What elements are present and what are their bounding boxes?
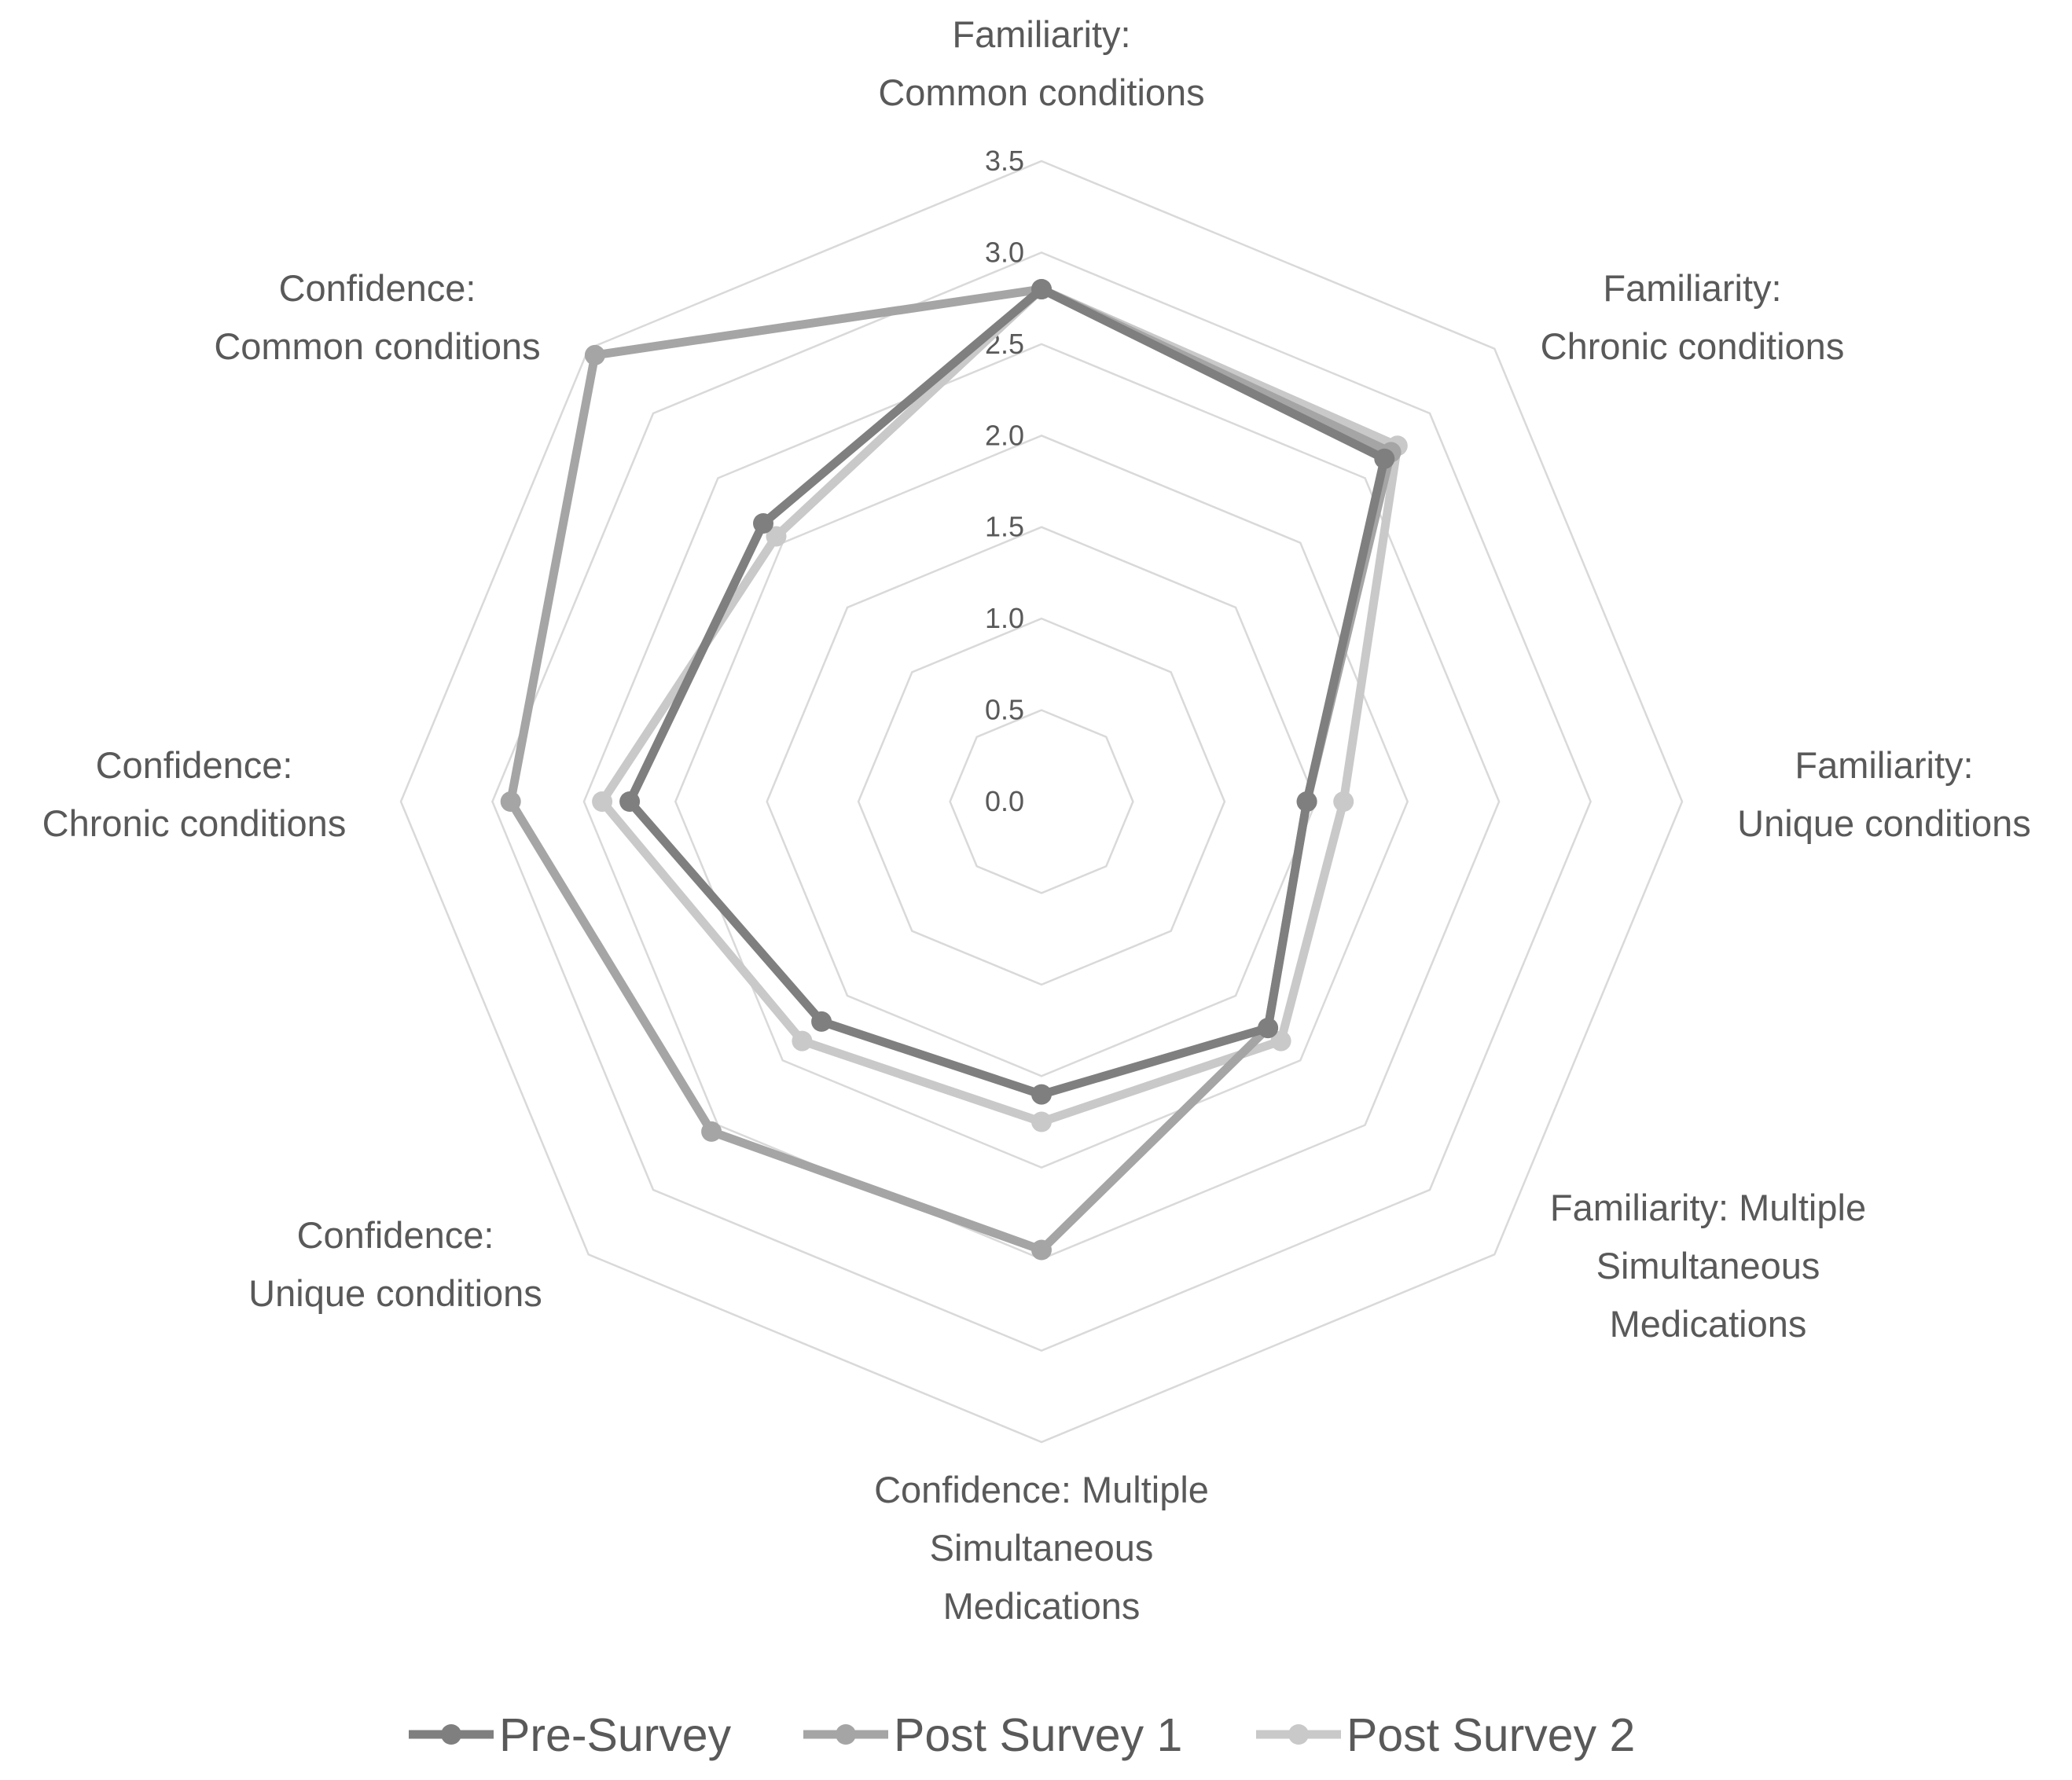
- category-label-line: Familiarity:: [1603, 267, 1781, 309]
- legend-item-0: Pre-Survey: [409, 1709, 732, 1761]
- data-point: [1031, 1111, 1052, 1132]
- category-label-line: Confidence:: [297, 1214, 494, 1256]
- category-label-2: Familiarity: Unique conditions: [1737, 744, 2031, 844]
- category-label-line: Unique conditions: [1737, 802, 2031, 844]
- tick-labels: 0.00.51.01.52.02.53.03.5: [985, 145, 1024, 817]
- data-point: [500, 791, 521, 812]
- legend-swatch-marker: [1288, 1724, 1309, 1745]
- data-point: [1031, 1239, 1052, 1261]
- category-label-line: Simultaneous: [930, 1527, 1154, 1569]
- data-point: [811, 1011, 832, 1032]
- category-label-3: Familiarity: Multiple Simultaneous Medicat…: [1550, 1187, 1866, 1345]
- legend-label: Post Survey 1: [894, 1709, 1182, 1761]
- category-label-1: Familiarity: Chronic conditions: [1541, 267, 1845, 367]
- category-label-line: Simultaneous: [1596, 1245, 1820, 1286]
- data-point: [1031, 279, 1052, 299]
- data-point: [1258, 1018, 1279, 1039]
- tick-label: 3.0: [985, 236, 1024, 268]
- series-1: [500, 279, 1402, 1261]
- category-label-line: Chronic conditions: [42, 802, 347, 844]
- legend-item-1: Post Survey 1: [803, 1709, 1182, 1761]
- category-label-line: Common conditions: [214, 325, 540, 367]
- category-label-7: Confidence: Common conditions: [214, 267, 540, 367]
- data-point: [753, 513, 773, 534]
- tick-label: 0.0: [985, 785, 1024, 817]
- category-label-line: Confidence:: [96, 744, 293, 786]
- category-label-5: Confidence: Unique conditions: [248, 1214, 542, 1314]
- data-point: [1296, 791, 1317, 812]
- grid-ring-7: [399, 160, 1684, 1444]
- series-0: [619, 279, 1395, 1105]
- grid-ring-4: [674, 434, 1409, 1169]
- category-label-line: Medications: [943, 1585, 1141, 1627]
- legend-label: Pre-Survey: [499, 1709, 732, 1761]
- legend-swatch-marker: [836, 1724, 856, 1745]
- data-point: [1270, 1030, 1291, 1051]
- data-point: [766, 526, 787, 547]
- legend: Pre-Survey Post Survey 1 Post Survey 2: [409, 1709, 1635, 1761]
- category-label-line: Medications: [1610, 1303, 1807, 1345]
- category-label-line: Unique conditions: [248, 1272, 542, 1314]
- data-point: [1031, 1084, 1052, 1105]
- category-label-4: Confidence: Multiple Simultaneous Medicati…: [874, 1469, 1209, 1627]
- category-label-line: Confidence:: [279, 267, 476, 309]
- grid-ring-6: [491, 251, 1592, 1352]
- grid-ring-3: [766, 526, 1317, 1077]
- category-label-line: Chronic conditions: [1541, 325, 1845, 367]
- data-point: [1333, 791, 1354, 812]
- legend-swatch-marker: [441, 1724, 461, 1745]
- category-label-line: Familiarity: Multiple: [1550, 1187, 1866, 1228]
- data-point: [584, 344, 605, 365]
- category-label-line: Familiarity:: [1795, 744, 1973, 786]
- legend-item-2: Post Survey 2: [1256, 1709, 1635, 1761]
- category-label-line: Common conditions: [878, 72, 1204, 113]
- tick-label: 2.0: [985, 419, 1024, 451]
- tick-label: 3.5: [985, 145, 1024, 177]
- grid-ring-2: [857, 617, 1226, 986]
- category-labels: Familiarity:Common conditionsFamiliarity…: [42, 13, 2031, 1627]
- data-point: [619, 791, 641, 812]
- tick-label: 0.5: [985, 694, 1024, 726]
- category-label-line: Confidence: Multiple: [874, 1469, 1209, 1510]
- tick-label: 1.5: [985, 511, 1024, 543]
- category-label-0: Familiarity: Common conditions: [878, 13, 1204, 113]
- category-label-6: Confidence: Chronic conditions: [42, 744, 347, 844]
- legend-label: Post Survey 2: [1346, 1709, 1635, 1761]
- data-point: [1374, 448, 1395, 469]
- grid-ring-1: [949, 709, 1134, 894]
- data-point: [792, 1030, 813, 1051]
- category-label-line: Familiarity:: [952, 13, 1130, 55]
- series-layer: [500, 279, 1408, 1261]
- data-point: [701, 1121, 722, 1142]
- tick-label: 1.0: [985, 602, 1024, 634]
- data-point: [592, 791, 613, 812]
